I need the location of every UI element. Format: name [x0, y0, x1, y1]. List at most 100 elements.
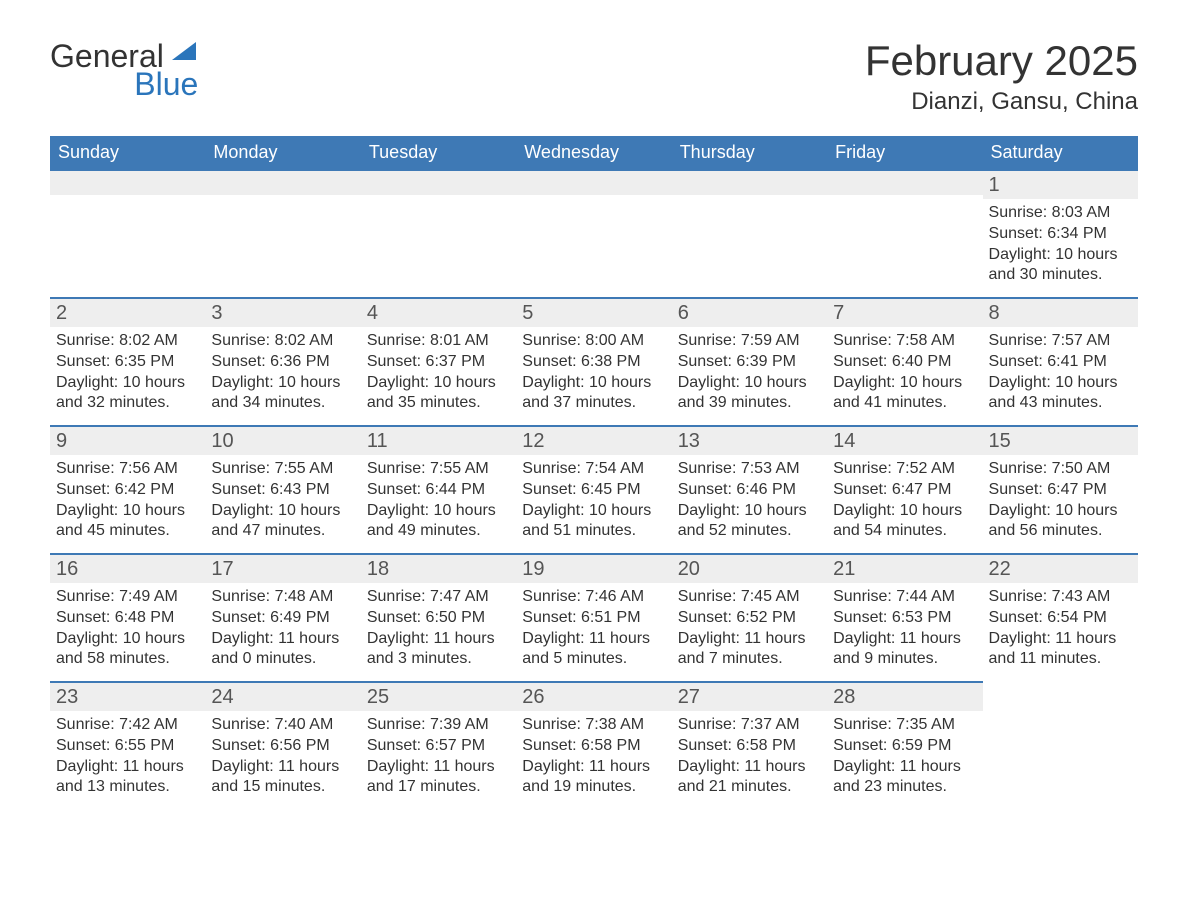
daylight-text: Daylight: 10 hours and 35 minutes. — [367, 373, 510, 415]
sunrise-text: Sunrise: 8:02 AM — [56, 331, 199, 352]
day-cell: 12Sunrise: 7:54 AMSunset: 6:45 PMDayligh… — [516, 425, 671, 553]
sunrise-text: Sunrise: 7:54 AM — [522, 459, 665, 480]
sunset-text: Sunset: 6:58 PM — [522, 736, 665, 757]
sunrise-text: Sunrise: 7:57 AM — [989, 331, 1132, 352]
sunrise-text: Sunrise: 7:45 AM — [678, 587, 821, 608]
daylight-text: Daylight: 10 hours and 45 minutes. — [56, 501, 199, 543]
sunset-text: Sunset: 6:43 PM — [211, 480, 354, 501]
daylight-text: Daylight: 11 hours and 5 minutes. — [522, 629, 665, 671]
daylight-text: Daylight: 11 hours and 21 minutes. — [678, 757, 821, 799]
sunset-text: Sunset: 6:56 PM — [211, 736, 354, 757]
daylight-text: Daylight: 10 hours and 32 minutes. — [56, 373, 199, 415]
dow-cell: Saturday — [983, 136, 1138, 169]
week-row: 2Sunrise: 8:02 AMSunset: 6:35 PMDaylight… — [50, 297, 1138, 425]
day-body: Sunrise: 7:56 AMSunset: 6:42 PMDaylight:… — [50, 455, 205, 552]
day-number: 11 — [361, 425, 516, 455]
sunrise-text: Sunrise: 7:48 AM — [211, 587, 354, 608]
daylight-text: Daylight: 10 hours and 52 minutes. — [678, 501, 821, 543]
sunset-text: Sunset: 6:34 PM — [989, 224, 1132, 245]
weeks-container: 1Sunrise: 8:03 AMSunset: 6:34 PMDaylight… — [50, 169, 1138, 809]
sunrise-text: Sunrise: 7:42 AM — [56, 715, 199, 736]
day-body: Sunrise: 7:52 AMSunset: 6:47 PMDaylight:… — [827, 455, 982, 552]
daylight-text: Daylight: 10 hours and 54 minutes. — [833, 501, 976, 543]
day-cell: 28Sunrise: 7:35 AMSunset: 6:59 PMDayligh… — [827, 681, 982, 809]
day-body: Sunrise: 7:37 AMSunset: 6:58 PMDaylight:… — [672, 711, 827, 808]
day-number: 14 — [827, 425, 982, 455]
sunrise-text: Sunrise: 8:02 AM — [211, 331, 354, 352]
day-cell: 1Sunrise: 8:03 AMSunset: 6:34 PMDaylight… — [983, 169, 1138, 297]
day-number: 9 — [50, 425, 205, 455]
sunrise-text: Sunrise: 7:39 AM — [367, 715, 510, 736]
sunrise-text: Sunrise: 7:40 AM — [211, 715, 354, 736]
daylight-text: Daylight: 11 hours and 17 minutes. — [367, 757, 510, 799]
day-number: 13 — [672, 425, 827, 455]
daylight-text: Daylight: 10 hours and 43 minutes. — [989, 373, 1132, 415]
sunset-text: Sunset: 6:46 PM — [678, 480, 821, 501]
day-cell: 8Sunrise: 7:57 AMSunset: 6:41 PMDaylight… — [983, 297, 1138, 425]
day-cell: 3Sunrise: 8:02 AMSunset: 6:36 PMDaylight… — [205, 297, 360, 425]
day-number: 17 — [205, 553, 360, 583]
sunrise-text: Sunrise: 7:49 AM — [56, 587, 199, 608]
week-row: 23Sunrise: 7:42 AMSunset: 6:55 PMDayligh… — [50, 681, 1138, 809]
day-cell — [205, 169, 360, 297]
day-number: 8 — [983, 297, 1138, 327]
day-number: 28 — [827, 681, 982, 711]
day-body: Sunrise: 7:59 AMSunset: 6:39 PMDaylight:… — [672, 327, 827, 424]
sunrise-text: Sunrise: 8:01 AM — [367, 331, 510, 352]
sunset-text: Sunset: 6:47 PM — [989, 480, 1132, 501]
day-number: 21 — [827, 553, 982, 583]
day-cell: 13Sunrise: 7:53 AMSunset: 6:46 PMDayligh… — [672, 425, 827, 553]
daylight-text: Daylight: 11 hours and 7 minutes. — [678, 629, 821, 671]
day-cell: 11Sunrise: 7:55 AMSunset: 6:44 PMDayligh… — [361, 425, 516, 553]
sunset-text: Sunset: 6:38 PM — [522, 352, 665, 373]
day-number: 22 — [983, 553, 1138, 583]
daylight-text: Daylight: 10 hours and 56 minutes. — [989, 501, 1132, 543]
day-number: 12 — [516, 425, 671, 455]
daylight-text: Daylight: 11 hours and 0 minutes. — [211, 629, 354, 671]
daylight-text: Daylight: 11 hours and 9 minutes. — [833, 629, 976, 671]
daylight-text: Daylight: 11 hours and 3 minutes. — [367, 629, 510, 671]
empty-day-bar — [205, 169, 360, 195]
day-cell: 10Sunrise: 7:55 AMSunset: 6:43 PMDayligh… — [205, 425, 360, 553]
empty-day-bar — [361, 169, 516, 195]
day-cell: 21 Sunrise: 7:44 AMSunset: 6:53 PMDayligh… — [827, 553, 982, 681]
daylight-text: Daylight: 10 hours and 58 minutes. — [56, 629, 199, 671]
sunset-text: Sunset: 6:39 PM — [678, 352, 821, 373]
empty-day-bar — [50, 169, 205, 195]
sunset-text: Sunset: 6:54 PM — [989, 608, 1132, 629]
day-body: Sunrise: 7:55 AMSunset: 6:44 PMDaylight:… — [361, 455, 516, 552]
sunrise-text: Sunrise: 7:44 AM — [833, 587, 976, 608]
sunrise-text: Sunrise: 7:38 AM — [522, 715, 665, 736]
sunrise-text: Sunrise: 7:37 AM — [678, 715, 821, 736]
sunrise-text: Sunrise: 7:43 AM — [989, 587, 1132, 608]
day-cell: 15Sunrise: 7:50 AMSunset: 6:47 PMDayligh… — [983, 425, 1138, 553]
sunrise-text: Sunrise: 7:58 AM — [833, 331, 976, 352]
daylight-text: Daylight: 11 hours and 15 minutes. — [211, 757, 354, 799]
daylight-text: Daylight: 10 hours and 49 minutes. — [367, 501, 510, 543]
sunrise-text: Sunrise: 7:59 AM — [678, 331, 821, 352]
day-body: Sunrise: 7:43 AMSunset: 6:54 PMDaylight:… — [983, 583, 1138, 680]
day-body: Sunrise: 7:55 AMSunset: 6:43 PMDaylight:… — [205, 455, 360, 552]
day-body: Sunrise: 7:39 AMSunset: 6:57 PMDaylight:… — [361, 711, 516, 808]
dow-cell: Monday — [205, 136, 360, 169]
daylight-text: Daylight: 11 hours and 19 minutes. — [522, 757, 665, 799]
day-cell — [50, 169, 205, 297]
day-cell: 22Sunrise: 7:43 AMSunset: 6:54 PMDayligh… — [983, 553, 1138, 681]
sunset-text: Sunset: 6:53 PM — [833, 608, 976, 629]
day-cell: 4Sunrise: 8:01 AMSunset: 6:37 PMDaylight… — [361, 297, 516, 425]
header: General Blue February 2025 Dianzi, Gansu… — [50, 40, 1138, 116]
day-body: Sunrise: 7:35 AMSunset: 6:59 PMDaylight:… — [827, 711, 982, 808]
sail-icon — [172, 40, 200, 67]
day-cell: 9Sunrise: 7:56 AMSunset: 6:42 PMDaylight… — [50, 425, 205, 553]
month-title: February 2025 — [865, 40, 1138, 82]
day-body: Sunrise: 8:00 AMSunset: 6:38 PMDaylight:… — [516, 327, 671, 424]
day-number: 26 — [516, 681, 671, 711]
day-number: 16 — [50, 553, 205, 583]
day-cell: 20Sunrise: 7:45 AMSunset: 6:52 PMDayligh… — [672, 553, 827, 681]
sunset-text: Sunset: 6:59 PM — [833, 736, 976, 757]
sunrise-text: Sunrise: 7:52 AM — [833, 459, 976, 480]
sunrise-text: Sunrise: 8:03 AM — [989, 203, 1132, 224]
day-body: Sunrise: 8:02 AMSunset: 6:35 PMDaylight:… — [50, 327, 205, 424]
sunrise-text: Sunrise: 7:55 AM — [211, 459, 354, 480]
daylight-text: Daylight: 10 hours and 41 minutes. — [833, 373, 976, 415]
